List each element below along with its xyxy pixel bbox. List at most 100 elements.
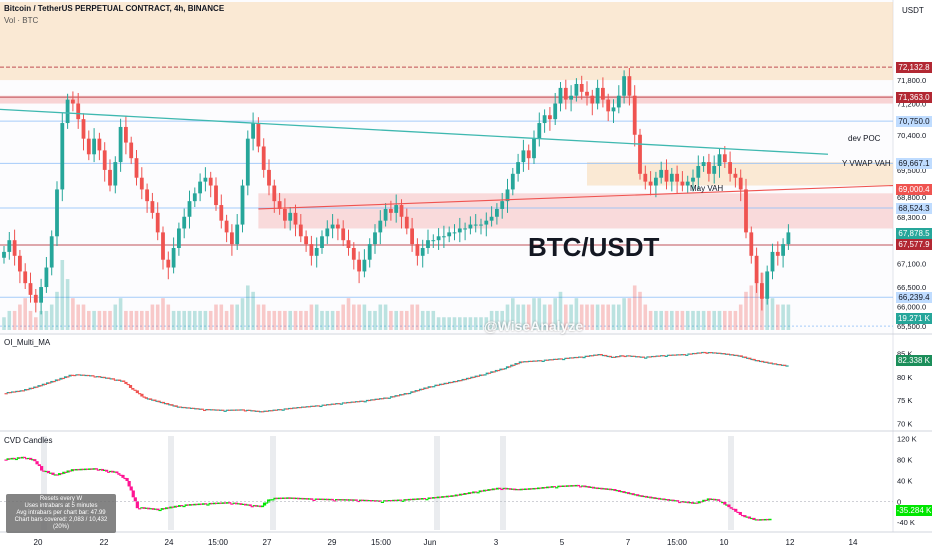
cvd-candle xyxy=(633,494,638,496)
cvd-candle xyxy=(140,507,144,509)
price-tag: 66,239.4 xyxy=(896,291,932,303)
info-line-4: Chart bars covered: 2,083 / 10,432 (20%) xyxy=(14,517,108,530)
time-axis-tick[interactable]: 22 xyxy=(100,538,109,547)
time-axis-tick[interactable]: 15:00 xyxy=(371,538,392,547)
price-candle xyxy=(537,112,542,147)
volume-bar xyxy=(383,304,388,330)
oi-candle xyxy=(337,403,341,405)
cvd-candle xyxy=(416,498,420,500)
time-axis-tick[interactable]: 5 xyxy=(560,538,565,547)
price-axis-tick: 69,500.0 xyxy=(897,166,926,175)
time-axis-tick[interactable]: 3 xyxy=(494,538,499,547)
price-axis[interactable] xyxy=(893,0,932,532)
price-candle xyxy=(367,238,372,268)
oi-candle xyxy=(666,354,671,356)
time-axis-tick[interactable]: 15:00 xyxy=(667,538,688,547)
price-candle xyxy=(76,92,81,129)
oi-candle xyxy=(724,353,728,355)
cvd-candle xyxy=(149,508,153,510)
cvd-candle xyxy=(29,457,33,460)
cvd-candle xyxy=(121,474,125,478)
oi-indicator-title[interactable]: OI_Multi_MA xyxy=(4,338,51,347)
volume-bar xyxy=(484,317,489,330)
time-axis-tick[interactable]: 20 xyxy=(34,538,43,547)
oi-candle xyxy=(403,393,407,395)
time-axis-tick[interactable]: 7 xyxy=(626,538,631,547)
cvd-candle xyxy=(682,501,686,503)
volume-bar xyxy=(44,310,49,330)
candle-body xyxy=(760,283,764,299)
time-axis-tick[interactable]: 15:00 xyxy=(208,538,229,547)
oi-candle xyxy=(726,353,731,355)
time-axis-tick[interactable]: 27 xyxy=(263,538,272,547)
oi-candle xyxy=(769,362,773,364)
oi-candle xyxy=(552,358,557,360)
oi-candle xyxy=(510,364,514,367)
candle-body xyxy=(44,267,49,288)
time-axis-tick[interactable]: 14 xyxy=(849,538,858,547)
cvd-candle xyxy=(565,485,570,487)
time-axis-tick[interactable]: 24 xyxy=(165,538,174,547)
oi-candle xyxy=(26,389,30,391)
cvd-candle xyxy=(487,489,491,491)
candle-body xyxy=(256,123,261,147)
volume-bar xyxy=(277,310,282,330)
currency-label[interactable]: USDT xyxy=(902,6,924,15)
cvd-candle xyxy=(46,470,51,474)
time-axis-tick[interactable]: 10 xyxy=(720,538,729,547)
candle-body xyxy=(410,228,414,245)
candle-body xyxy=(357,259,361,272)
cvd-candle xyxy=(135,501,139,509)
cvd-candle xyxy=(265,502,269,504)
cvd-candle xyxy=(611,489,615,491)
cvd-indicator-title[interactable]: CVD Candles xyxy=(4,436,53,445)
oi-candle xyxy=(722,353,726,355)
oi-candle xyxy=(100,376,104,379)
oi-candle xyxy=(138,393,142,395)
cvd-candle xyxy=(669,499,673,501)
cvd-candle xyxy=(680,501,684,503)
price-candle xyxy=(638,128,642,180)
cvd-candle xyxy=(326,498,330,501)
candle-body xyxy=(314,248,319,256)
volume-bar xyxy=(744,291,748,330)
candle-body xyxy=(55,189,59,237)
cvd-candle xyxy=(738,511,742,515)
volume-bar xyxy=(415,304,420,330)
oi-candle xyxy=(102,376,106,379)
cvd-candle xyxy=(350,499,354,501)
time-axis-tick[interactable]: Jun xyxy=(424,538,437,547)
cvd-candle xyxy=(369,500,374,502)
price-candle xyxy=(659,161,664,184)
volume-indicator-label[interactable]: Vol · BTC xyxy=(4,16,39,25)
volume-bar xyxy=(664,310,669,330)
oi-candle xyxy=(241,409,245,411)
time-axis-tick[interactable]: 29 xyxy=(328,538,337,547)
price-candle xyxy=(293,204,298,237)
volume-bar xyxy=(92,310,96,330)
week-reset-band xyxy=(728,436,734,530)
price-candle xyxy=(415,238,420,266)
oi-candle xyxy=(487,372,492,374)
oi-candle xyxy=(305,406,309,408)
oi-candle xyxy=(701,351,705,354)
cvd-candle xyxy=(585,486,589,488)
volume-bar xyxy=(670,310,674,330)
oi-candle xyxy=(70,374,74,376)
candle-body xyxy=(590,95,595,104)
volume-bar xyxy=(473,317,478,330)
volume-bar xyxy=(691,310,695,330)
symbol-title[interactable]: Bitcoin / TetherUS PERPETUAL CONTRACT, 4… xyxy=(4,4,225,13)
may-vah-label: May VAH xyxy=(690,184,724,193)
time-axis-tick[interactable]: 12 xyxy=(786,538,795,547)
price-candle xyxy=(187,190,192,229)
volume-bar xyxy=(442,317,446,330)
price-candle xyxy=(722,146,727,168)
oi-candle xyxy=(359,400,363,402)
cvd-candle xyxy=(425,499,429,501)
price-candle xyxy=(489,206,494,227)
oi-candle xyxy=(86,374,90,377)
oi-candle xyxy=(203,409,207,412)
oi-candle xyxy=(632,355,636,357)
